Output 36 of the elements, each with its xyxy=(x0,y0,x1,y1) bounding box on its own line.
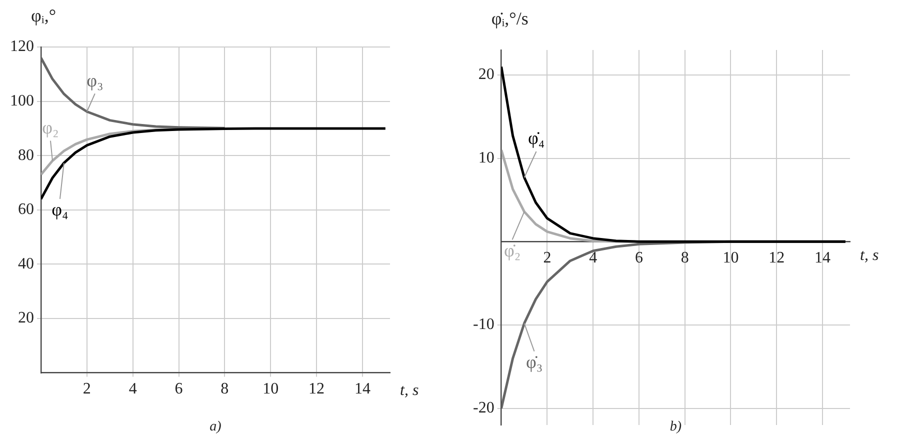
y-tick-label: 80 xyxy=(18,146,34,164)
y-tick-label: 120 xyxy=(10,38,34,56)
x-tick-label: 10 xyxy=(262,380,279,398)
x-tick-label: 8 xyxy=(220,380,229,398)
x-axis-title: t, s xyxy=(860,246,879,264)
x-tick-label: 12 xyxy=(308,380,325,398)
annotation: b) xyxy=(670,420,682,435)
y-tick-label: -20 xyxy=(473,400,494,417)
x-tick-label: 14 xyxy=(354,380,370,398)
x-tick-label: 14 xyxy=(814,249,830,266)
y-tick-label: 100 xyxy=(10,92,34,110)
x-tick-label: 4 xyxy=(128,380,137,398)
y-tick-label: 20 xyxy=(478,66,494,84)
series-label: φ₂ xyxy=(42,117,59,138)
x-axis-title: t, s xyxy=(400,382,419,400)
series-label: φ̇₂ xyxy=(504,240,521,260)
y-axis-title: φ̇ᵢ,°/s xyxy=(491,8,528,29)
y-axis-title: φᵢ,° xyxy=(31,6,56,26)
x-tick-label: 2 xyxy=(82,380,91,398)
text: a) xyxy=(210,420,222,435)
series-label: φ₄ xyxy=(52,200,68,220)
y-tick-label: 20 xyxy=(18,310,34,327)
x-tick-label: 6 xyxy=(634,249,643,266)
series-label: φ̇₃ xyxy=(526,352,543,372)
y-tick-label: -10 xyxy=(473,316,494,334)
y-tick-label: 10 xyxy=(478,150,494,167)
x-tick-label: 12 xyxy=(768,249,785,266)
x-tick-label: 2 xyxy=(543,249,552,266)
series-label: φ̇₄ xyxy=(528,128,545,148)
series-label: φ₃ xyxy=(86,70,104,90)
y-tick-label: 60 xyxy=(18,201,34,218)
x-tick-label: 10 xyxy=(722,249,739,266)
x-tick-label: 4 xyxy=(589,249,598,266)
x-tick-label: 8 xyxy=(680,249,689,266)
x-tick-label: 6 xyxy=(174,380,183,398)
y-tick-label: 40 xyxy=(18,255,34,272)
